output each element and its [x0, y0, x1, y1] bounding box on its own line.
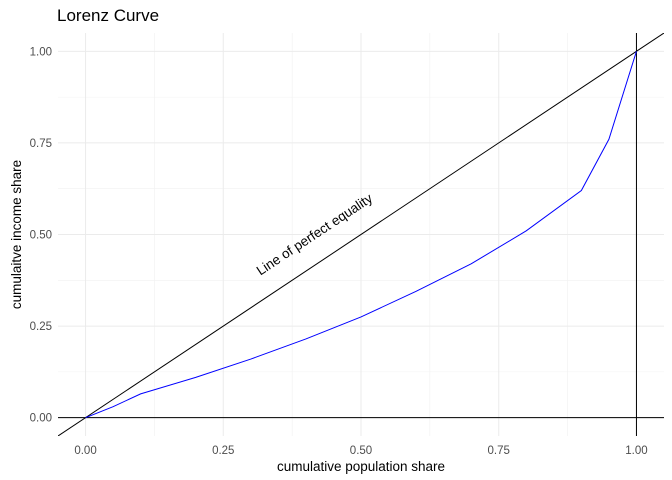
y-tick-label: 0.00: [30, 413, 52, 425]
y-tick-label: 0.25: [30, 321, 52, 333]
chart-title: Lorenz Curve: [57, 6, 160, 25]
x-tick-label: 1.00: [625, 445, 647, 457]
x-tick-label: 0.75: [488, 445, 510, 457]
x-axis-title: cumulative population share: [277, 459, 445, 474]
y-tick-label: 0.75: [30, 138, 52, 150]
x-tick-label: 0.00: [74, 445, 96, 457]
x-tick-label: 0.50: [350, 445, 372, 457]
x-tick-label: 0.25: [212, 445, 234, 457]
lorenz-curve-line: [85, 51, 637, 419]
x-tick-labels: 0.00 0.25 0.50 0.75 1.00: [74, 445, 647, 457]
reference-lines: [58, 33, 664, 436]
y-tick-labels: 0.00 0.25 0.50 0.75 1.00: [30, 46, 52, 424]
y-tick-label: 1.00: [30, 46, 52, 58]
y-axis-title: cumulaitve income share: [9, 160, 24, 309]
series-layer: [85, 51, 637, 419]
equality-line: [58, 33, 664, 436]
y-tick-label: 0.50: [30, 230, 52, 242]
